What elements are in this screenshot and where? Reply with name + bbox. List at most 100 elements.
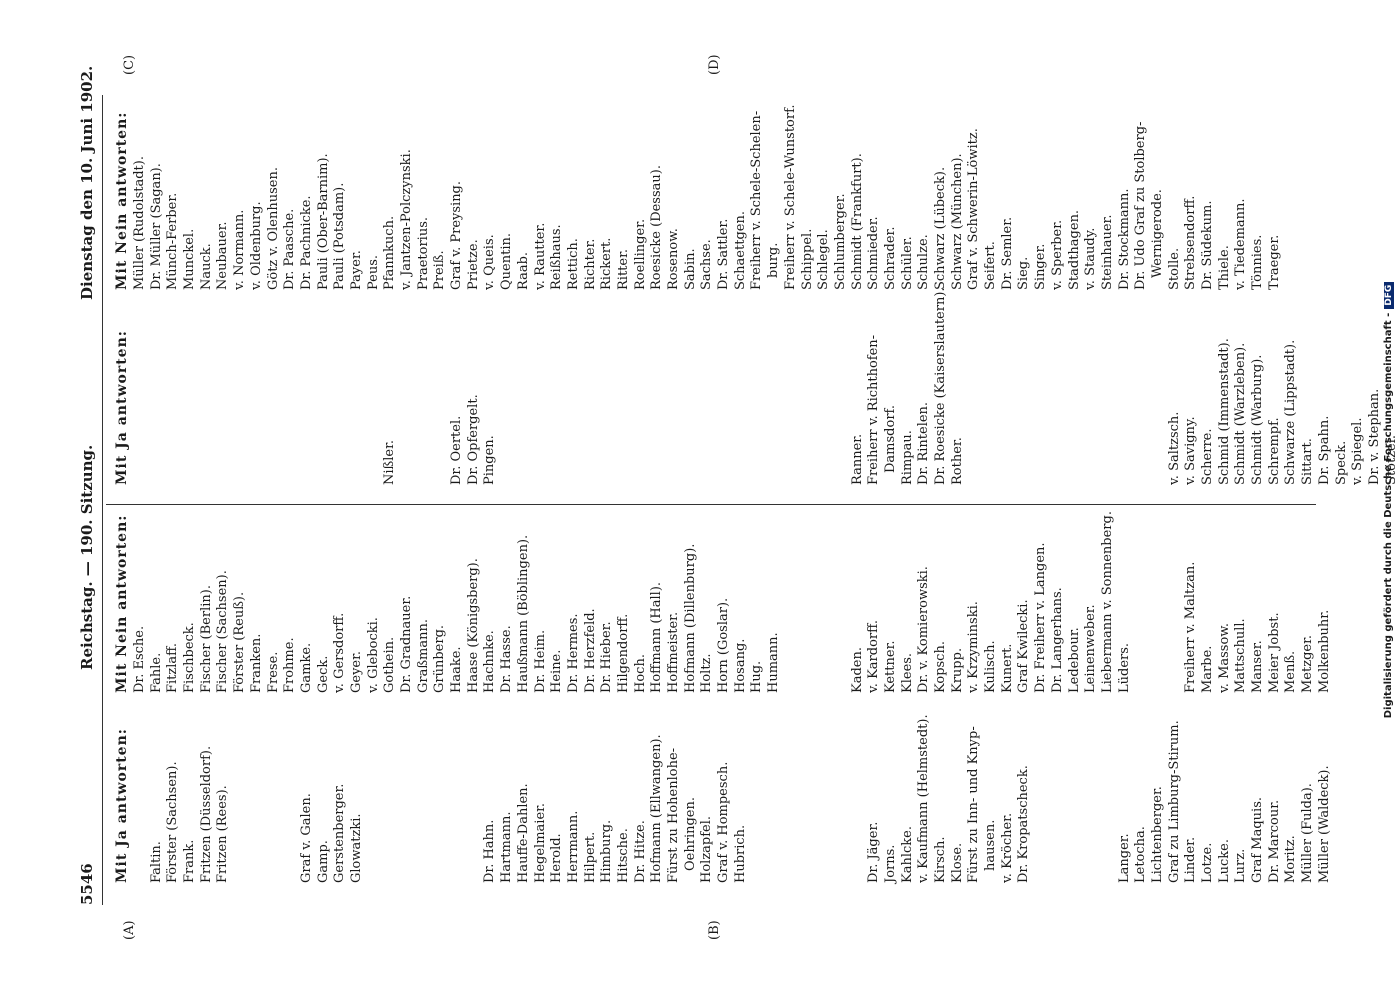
- member-name: Dr. v. Komierowski.: [916, 566, 932, 693]
- member-name: Praetorius.: [415, 216, 431, 290]
- list-spacer: [299, 300, 316, 485]
- member-name: Dr. Rintelen.: [916, 401, 932, 485]
- list-spacer: [1167, 508, 1184, 693]
- member-name: Dr. Paasche.: [282, 208, 298, 290]
- member-name: Dr. Kropatscheck.: [1016, 765, 1032, 883]
- list-spacer: [850, 698, 867, 883]
- list-spacer: [1033, 300, 1050, 485]
- member-name: Kettner.: [882, 640, 898, 694]
- member-name: Schüler.: [899, 236, 915, 290]
- member-name: Klees.: [899, 652, 915, 693]
- member-name: Krupp.: [949, 647, 965, 693]
- member-name: Freiherr v. Schele-Schelen-: [749, 110, 765, 290]
- page-title: Reichstag. — 190. Sitzung.: [78, 444, 96, 670]
- member-name: Dr. Hahn.: [482, 819, 498, 883]
- list-spacer: [249, 698, 266, 883]
- member-name: Neubauer.: [215, 221, 231, 291]
- list-spacer: [666, 300, 683, 485]
- list-spacer: [199, 300, 216, 485]
- member-name: v. Staudy.: [1083, 227, 1099, 290]
- list-spacer: [783, 300, 800, 485]
- list-spacer: [499, 300, 516, 485]
- member-name: Dr. Herzfeld.: [582, 608, 598, 693]
- member-name: Kirsch.: [933, 836, 948, 883]
- list-spacer: [816, 508, 833, 693]
- list-spacer: [816, 300, 833, 485]
- member-name: Graf v. Hompesch.: [716, 761, 732, 883]
- member-name: Marbe.: [1200, 645, 1215, 693]
- member-name: Dr. v. Stephan.: [1366, 388, 1382, 485]
- member-name: hausen.: [983, 819, 999, 871]
- list-spacer: [399, 698, 416, 883]
- left-ja-entries: Faltin. Förster (Sachsen). Frank. Fritzen (…: [132, 698, 1334, 883]
- member-name: Haußmann (Böblingen).: [515, 534, 531, 693]
- member-name: Stolle.: [1166, 247, 1182, 290]
- list-spacer: [449, 698, 466, 883]
- member-name: Horn (Goslar).: [716, 597, 732, 693]
- right-ja-list: Mit Ja antworten: Nißler. Dr. Oertel. Dr. …: [112, 287, 1397, 485]
- member-name: Pauli (Potsdam).: [332, 182, 348, 290]
- member-name: Dr. Oertel.: [449, 415, 465, 485]
- member-name: Graf v. Schwerin-Löwitz.: [966, 128, 982, 290]
- list-spacer: [1050, 698, 1067, 883]
- list-spacer: [833, 698, 850, 883]
- member-name: Quentin.: [499, 233, 515, 290]
- member-name: Herold.: [549, 833, 565, 883]
- member-name: Hofmann (Ellwangen).: [649, 734, 665, 883]
- list-spacer: [766, 698, 783, 883]
- member-name: Förster (Sachsen).: [165, 761, 181, 883]
- member-name: Schippel.: [799, 228, 815, 290]
- list-spacer: [599, 300, 616, 485]
- list-spacer: [1000, 300, 1017, 485]
- member-name: Hosang.: [732, 638, 748, 693]
- list-spacer: [1133, 300, 1150, 485]
- member-name: Lichtenberger.: [1149, 786, 1165, 883]
- member-name: Hug.: [749, 660, 765, 693]
- member-name: Dr. Marcour.: [1266, 799, 1282, 883]
- member-name: v. Kardorff.: [866, 619, 882, 693]
- member-name: Münch-Ferber.: [165, 192, 181, 290]
- member-name: v. Kaufmann (Helmstedt).: [916, 714, 932, 883]
- member-name: v. Queis.: [482, 234, 498, 290]
- column-divider: [106, 504, 1316, 505]
- member-name: Fritzen (Düsseldorf).: [198, 745, 214, 883]
- member-name: Dr. Gradnauer.: [399, 595, 414, 693]
- list-spacer: [683, 300, 700, 485]
- right-ja-entries: Nißler. Dr. Oertel. Dr. Opfergelt. Pingen. R…: [132, 287, 1397, 485]
- list-spacer: [1067, 698, 1084, 883]
- member-name: Freiherr v. Maltzan.: [1183, 561, 1199, 693]
- member-name: Freiherr v. Richthofen-: [866, 334, 882, 485]
- member-name: Ledebour.: [1066, 627, 1082, 693]
- member-name: v. Normann.: [232, 209, 248, 290]
- member-name: v. Massow.: [1216, 622, 1232, 693]
- member-name: Dr. Udo Graf zu Stolberg-: [1133, 121, 1149, 290]
- member-name: Haase (Königsberg).: [465, 558, 481, 693]
- member-name: Dr. Hitze.: [632, 820, 648, 883]
- member-name: Hitsche.: [615, 828, 631, 883]
- left-ja-list: Mit Ja antworten: Faltin. Förster (Sachse…: [112, 698, 1334, 883]
- member-name: Fischbeck.: [182, 622, 198, 693]
- list-spacer: [816, 698, 833, 883]
- member-name: Hofmann (Dillenburg).: [682, 543, 698, 693]
- member-name: Schlegel.: [816, 229, 832, 290]
- member-name: Dr. Hasse.: [499, 625, 515, 693]
- member-name: Hoffmeister.: [666, 611, 681, 693]
- member-name: Dr. Esche.: [132, 625, 147, 693]
- member-name: v. Sperber.: [1049, 219, 1065, 290]
- list-spacer: [1150, 508, 1167, 693]
- list-spacer: [266, 698, 283, 883]
- member-name: Müller (Waldeck).: [1316, 765, 1332, 883]
- member-name: Frese.: [265, 651, 281, 693]
- list-spacer: [432, 698, 449, 883]
- member-name: Oehringen.: [682, 797, 698, 871]
- left-nein-entries: Dr. Esche. Fahle. Fitzlaff. Fischbeck. Fisch…: [132, 508, 1334, 693]
- member-name: Klose.: [949, 842, 965, 883]
- list-spacer: [1083, 300, 1100, 485]
- member-name: Linder.: [1183, 836, 1199, 883]
- list-spacer: [232, 698, 249, 883]
- member-name: Dr. Heim.: [532, 629, 548, 693]
- member-name: Heine.: [549, 649, 565, 693]
- list-spacer: [749, 698, 766, 883]
- member-name: Gamp.: [315, 840, 331, 883]
- list-spacer: [716, 300, 733, 485]
